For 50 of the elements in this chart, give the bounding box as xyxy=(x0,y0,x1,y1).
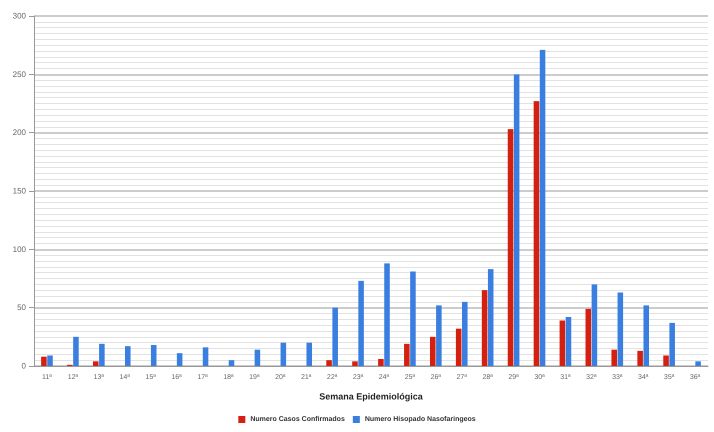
bar xyxy=(430,336,436,366)
bar xyxy=(534,101,540,366)
bar xyxy=(352,361,358,366)
bar xyxy=(436,305,442,366)
bar xyxy=(410,272,416,366)
bar xyxy=(488,269,494,366)
y-tick-label: 200 xyxy=(12,128,27,138)
bar xyxy=(560,320,566,366)
bar xyxy=(618,292,624,366)
bar xyxy=(482,290,488,366)
bar xyxy=(306,342,312,366)
bar xyxy=(378,359,384,366)
bar xyxy=(566,317,572,366)
bar xyxy=(41,356,47,366)
bar xyxy=(669,322,675,366)
bar xyxy=(280,342,286,366)
y-tick-label: 250 xyxy=(12,70,27,79)
bar xyxy=(508,129,514,366)
bar xyxy=(695,361,701,366)
bar xyxy=(462,302,468,366)
bar xyxy=(326,360,332,366)
y-tick-label: 150 xyxy=(12,186,27,196)
bar xyxy=(254,350,260,366)
bar xyxy=(47,356,53,366)
bar xyxy=(358,280,364,366)
bar xyxy=(404,344,410,366)
bar xyxy=(73,336,79,366)
bar xyxy=(637,350,643,366)
bar xyxy=(514,74,520,366)
bar xyxy=(592,284,598,366)
bar xyxy=(150,345,156,366)
bar xyxy=(663,356,669,366)
bar xyxy=(228,360,234,366)
bar xyxy=(586,308,592,366)
bar xyxy=(611,350,617,366)
bar xyxy=(99,344,105,366)
bar xyxy=(176,353,182,366)
y-tick-label: 300 xyxy=(12,12,27,20)
bar xyxy=(540,50,546,366)
y-tick-label: 0 xyxy=(22,362,27,370)
bar xyxy=(332,308,338,366)
bar xyxy=(643,305,650,366)
bar xyxy=(384,263,390,366)
x-axis-title: Semana Epidemiológica xyxy=(319,392,424,402)
y-tick-label: 50 xyxy=(17,303,27,312)
bar xyxy=(92,361,99,366)
y-tick-label: 100 xyxy=(12,244,27,254)
bar xyxy=(202,347,208,366)
bar xyxy=(456,328,462,366)
bar xyxy=(125,346,131,366)
